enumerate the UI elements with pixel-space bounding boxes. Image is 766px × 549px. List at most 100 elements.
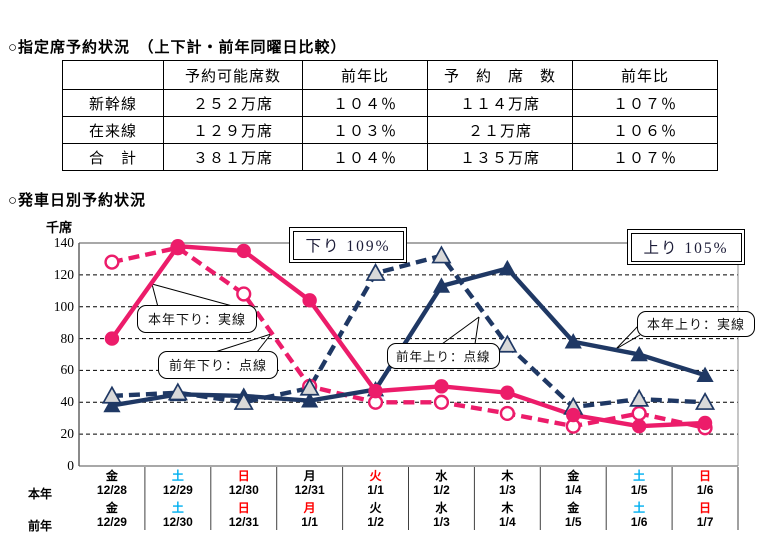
row-label-previous-year: 前年 [28,519,53,533]
callout-prev-year-down: 前年下り：点線 [158,351,279,379]
series-line-前年下り [111,245,706,430]
marker-triangle-filled [498,259,516,276]
table-header-cell: 前年比 [302,60,428,90]
marker-triangle-filled [169,385,187,402]
y-tick-label: 0 [67,458,74,473]
x-label-day-this-year: 金 [105,469,118,483]
marker-triangle-filled [432,277,451,293]
x-label-day-prev-year: 金 [567,501,580,515]
table-cell: ３８１万席 [163,143,303,171]
marker-triangle-open [563,396,584,415]
series-line-本年上り [111,266,706,408]
y-tick-label: 40 [60,394,75,410]
x-label-date-this-year: 1/5 [630,483,648,497]
marker-circle-filled [104,331,120,346]
table-body: 新幹線 ２５２万席 １０４％ １１４万席 １０７％ 在来線 １２９万席 １０３％ ２１万席 １０６… [62,89,718,171]
x-label-day-this-year: 日 [237,469,250,483]
table-cell: １１４万席 [427,89,573,117]
callout-pointer-line [441,316,480,345]
x-label-day-this-year: 木 [501,469,514,483]
x-label-day-prev-year: 金 [105,501,118,515]
marker-triangle-filled [564,333,582,349]
table-cell: １０７％ [572,143,718,171]
marker-circle-filled [368,383,383,399]
marker-triangle-open [299,377,320,396]
table-row: 新幹線 ２５２万席 １０４％ １１４万席 １０７％ [62,89,718,117]
x-label-day-prev-year: 月 [303,501,316,515]
x-label-date-this-year: 12/31 [294,483,325,497]
marker-circle-filled [236,243,251,259]
x-label-date-prev-year: 1/6 [630,515,648,529]
marker-circle-open [565,418,581,434]
x-label-day-this-year: 土 [171,469,184,483]
marker-circle-open [170,240,186,256]
up-rate-label: 上り 105% [630,232,742,262]
table-header-cell [62,60,164,90]
section-title-by-departure-date: ○発車日別予約状況 [8,192,147,209]
x-label-date-prev-year: 1/1 [301,515,318,529]
y-tick-label: 120 [53,266,74,282]
x-label-day-this-year: 火 [369,469,382,483]
x-label-date-prev-year: 12/30 [162,515,193,529]
y-tick-label: 100 [53,298,74,314]
x-label-day-prev-year: 土 [171,501,184,515]
callout-pointer-line [615,334,641,350]
y-tick-label: 140 [53,235,74,250]
x-label-date-prev-year: 1/2 [367,515,384,529]
marker-triangle-open [431,245,452,264]
marker-triangle-open [233,391,254,410]
marker-triangle-open [695,391,716,410]
marker-circle-filled [170,238,186,254]
table-header-cell: 前年比 [572,60,718,90]
table-cell: ２１万席 [427,116,573,144]
table-row-label: 在来線 [62,116,164,144]
y-tick-label: 80 [60,330,75,346]
x-label-date-prev-year: 12/29 [96,515,127,529]
table-row: 合 計 ３８１万席 １０４％ １３５万席 １０７％ [62,143,718,171]
marker-circle-open [499,405,515,422]
x-label-day-this-year: 月 [303,469,316,483]
x-label-day-this-year: 土 [633,469,646,483]
section-title-reserved-seats: ○指定席予約状況 （上下計・前年同曜日比較） [8,39,347,56]
table-cell: １０３％ [302,116,428,144]
x-label-day-prev-year: 日 [237,501,250,515]
marker-circle-open [367,394,384,410]
x-label-date-this-year: 12/30 [228,483,259,497]
marker-circle-filled [434,379,449,394]
y-tick-label: 20 [60,426,75,442]
marker-triangle-open [167,382,188,401]
callout-this-year-up: 本年上り：実線 [637,311,756,337]
callout-pointer-line [151,283,159,308]
x-label-day-prev-year: 火 [369,501,382,515]
x-label-date-this-year: 1/4 [564,483,582,497]
x-label-date-prev-year: 1/7 [696,515,714,529]
marker-circle-open [236,286,252,302]
x-label-date-this-year: 1/6 [696,483,714,497]
x-label-day-this-year: 水 [435,469,448,483]
marker-circle-open [104,254,120,270]
x-label-day-this-year: 金 [567,469,580,483]
marker-circle-filled [697,415,713,431]
table-header-row: 予約可能席数 前年比予 約 席 数前年比 [62,60,718,90]
marker-triangle-open [629,388,650,407]
table-cell: １０４％ [302,143,428,171]
x-label-date-prev-year: 1/4 [499,515,516,529]
x-label-date-this-year: 1/2 [433,483,450,497]
table-cell: １２９万席 [163,116,303,144]
callout-pointer-line [474,316,480,345]
marker-circle-filled [302,293,317,308]
table-row-label: 新幹線 [62,89,164,117]
x-label-date-this-year: 1/1 [367,483,384,497]
marker-triangle-filled [235,387,253,403]
x-label-day-prev-year: 土 [633,501,646,515]
y-axis-unit-label: 千席 [46,220,73,235]
marker-triangle-open [101,385,122,404]
x-label-date-this-year: 12/29 [162,483,193,497]
marker-circle-open [631,405,647,422]
callout-prev-year-up: 前年上り：点線 [387,343,500,369]
down-rate-label: 下り 109% [292,230,404,260]
callout-pointer-line [214,333,272,353]
table-cell: １３５万席 [427,143,573,171]
marker-circle-filled [566,407,581,423]
